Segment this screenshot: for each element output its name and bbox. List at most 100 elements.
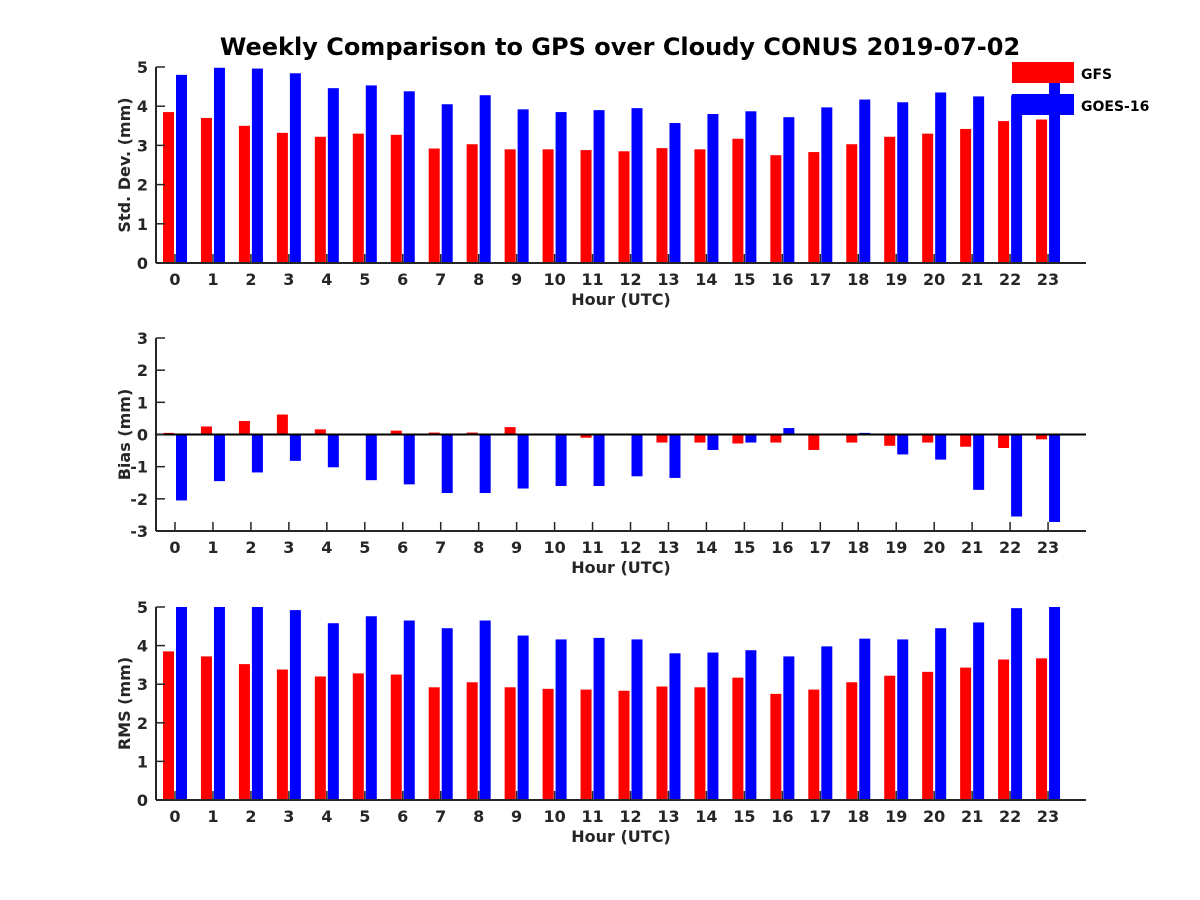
bar-bias-gfs-22 [998,434,1010,449]
bar-rms-goes-16-1 [213,607,225,800]
bar-std-dev-gfs-12 [618,151,630,263]
bar-rms-gfs-9 [504,687,516,800]
x-tick-label: 16 [771,538,793,557]
bar-std-dev-goes-16-10 [555,112,567,263]
bar-rms-gfs-19 [884,675,896,800]
bar-bias-gfs-11 [580,434,592,438]
x-tick-label: 7 [435,270,446,289]
x-tick-label: 2 [245,807,256,826]
bar-std-dev-gfs-9 [504,149,516,263]
bar-std-dev-gfs-22 [998,121,1010,263]
x-tick-label: 22 [999,270,1021,289]
bar-std-dev-gfs-2 [238,125,250,263]
bar-std-dev-goes-16-1 [213,67,225,263]
bar-std-dev-gfs-14 [694,149,706,263]
bar-std-dev-gfs-15 [732,138,744,263]
bar-rms-goes-16-15 [745,650,757,800]
bar-std-dev-goes-16-19 [897,102,909,263]
bar-std-dev-gfs-5 [352,133,364,263]
bar-bias-gfs-21 [960,434,972,447]
x-tick-label: 5 [359,807,370,826]
x-tick-label: 7 [435,807,446,826]
bar-rms-goes-16-18 [859,638,871,800]
bar-std-dev-gfs-0 [163,112,174,263]
y-tick-label: 0 [137,254,148,273]
x-tick-label: 16 [771,807,793,826]
bar-bias-goes-16-20 [935,434,947,460]
bar-bias-gfs-13 [656,434,668,443]
x-tick-label: 10 [543,270,565,289]
bar-std-dev-goes-16-0 [176,74,187,263]
bar-bias-gfs-6 [390,430,402,435]
x-tick-label: 0 [169,807,180,826]
x-tick-label: 22 [999,538,1021,557]
bar-std-dev-gfs-10 [542,149,554,263]
bar-rms-gfs-2 [238,664,250,800]
x-tick-label: 6 [397,270,408,289]
legend-swatch-gfs [1012,62,1074,83]
x-tick-label: 17 [809,807,831,826]
bar-rms-goes-16-6 [403,620,415,800]
bar-rms-goes-16-17 [821,646,833,800]
x-tick-label: 11 [581,807,603,826]
x-tick-label: 21 [961,538,983,557]
bar-bias-gfs-18 [846,434,858,443]
bar-bias-goes-16-16 [783,428,795,435]
x-tick-label: 4 [321,538,332,557]
bar-std-dev-gfs-6 [390,134,402,263]
y-axis-label: Bias (mm) [115,389,134,481]
bar-std-dev-gfs-23 [1036,119,1048,263]
x-tick-label: 5 [359,270,370,289]
bar-std-dev-goes-16-14 [707,114,719,263]
legend: GFS GOES-16 [1012,62,1149,115]
bar-std-dev-goes-16-20 [935,92,947,263]
bar-rms-gfs-17 [808,689,820,800]
bar-rms-goes-16-7 [441,628,453,800]
y-tick-label: -2 [130,490,148,509]
bar-rms-goes-16-16 [783,656,795,800]
bar-std-dev-gfs-3 [276,132,288,263]
y-axis-label: Std. Dev. (mm) [115,97,134,232]
bar-rms-goes-16-2 [251,607,263,800]
x-tick-label: 9 [511,270,522,289]
x-tick-label: 20 [923,538,945,557]
x-tick-label: 23 [1037,807,1059,826]
bar-std-dev-goes-16-13 [669,123,681,263]
x-tick-label: 9 [511,538,522,557]
x-tick-label: 8 [473,538,484,557]
x-tick-label: 19 [885,538,907,557]
x-tick-label: 19 [885,270,907,289]
bar-rms-goes-16-14 [707,652,719,800]
x-tick-label: 11 [581,538,603,557]
x-tick-label: 11 [581,270,603,289]
x-tick-label: 0 [169,270,180,289]
bar-bias-gfs-14 [694,434,706,443]
x-tick-label: 4 [321,270,332,289]
y-tick-label: -3 [130,522,148,541]
x-tick-label: 3 [283,270,294,289]
bar-rms-gfs-5 [352,673,364,800]
x-tick-label: 21 [961,270,983,289]
bar-std-dev-goes-16-2 [251,68,263,263]
bar-bias-goes-16-22 [1011,434,1023,517]
bar-std-dev-gfs-18 [846,144,858,263]
bar-std-dev-goes-16-17 [821,107,833,263]
bar-std-dev-goes-16-4 [327,88,339,263]
bar-bias-goes-16-13 [669,434,681,478]
x-tick-label: 18 [847,807,869,826]
bar-rms-gfs-8 [466,682,478,800]
bar-bias-goes-16-8 [479,434,491,494]
bar-rms-goes-16-22 [1011,608,1023,800]
bar-rms-goes-16-21 [973,622,985,800]
bar-bias-goes-16-10 [555,434,567,486]
bar-rms-gfs-10 [542,688,554,800]
y-tick-label: -1 [130,458,148,477]
bar-bias-gfs-15 [732,434,744,444]
y-tick-label: 3 [137,136,148,155]
bar-bias-gfs-2 [238,420,250,435]
bar-rms-goes-16-4 [327,623,339,800]
